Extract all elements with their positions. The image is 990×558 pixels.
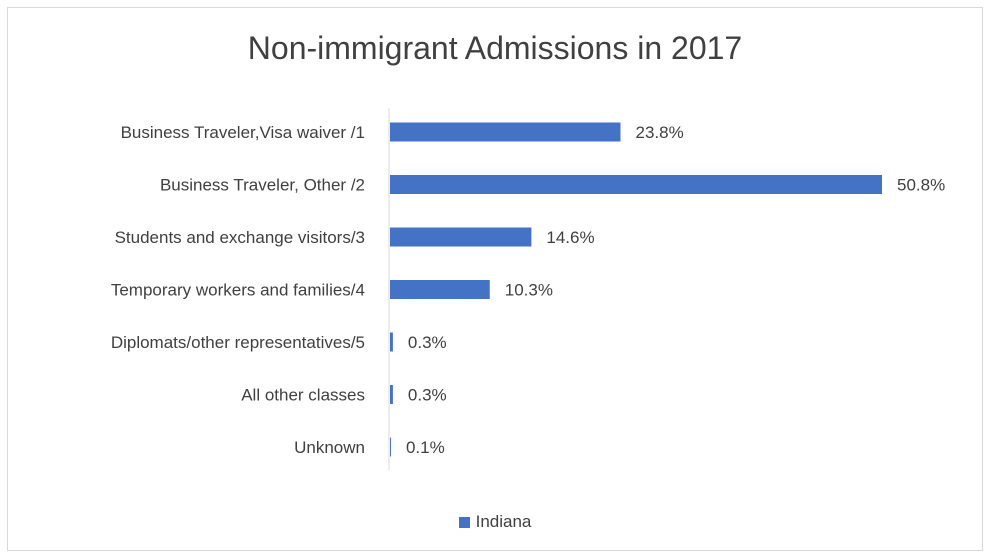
data-label: 50.8% <box>897 176 945 195</box>
data-label: 10.3% <box>505 281 553 300</box>
data-label: 23.8% <box>636 123 684 142</box>
bar <box>390 332 393 352</box>
legend: Indiana <box>0 512 990 532</box>
chart-title: Non-immigrant Admissions in 2017 <box>247 30 743 66</box>
category-label: Business Traveler,Visa waiver /1 <box>121 123 365 142</box>
bar <box>390 122 621 142</box>
legend-swatch-indiana <box>458 516 470 528</box>
data-label: 14.6% <box>546 228 594 247</box>
bar <box>390 227 532 247</box>
bar <box>390 280 490 299</box>
legend-label-indiana: Indiana <box>475 512 532 531</box>
category-label: Diplomats/other representatives/5 <box>111 333 365 352</box>
chart-frame <box>7 7 983 551</box>
data-label: 0.3% <box>408 333 447 352</box>
data-label: 0.3% <box>408 386 447 405</box>
category-label: All other classes <box>241 386 365 405</box>
bar <box>390 437 391 457</box>
bar <box>390 175 882 194</box>
bar <box>390 385 393 404</box>
category-label: Temporary workers and families/4 <box>111 281 365 300</box>
category-label: Business Traveler, Other /2 <box>160 176 365 195</box>
data-label: 0.1% <box>406 438 445 457</box>
category-label: Students and exchange visitors/3 <box>115 228 365 247</box>
category-label: Unknown <box>294 438 365 457</box>
